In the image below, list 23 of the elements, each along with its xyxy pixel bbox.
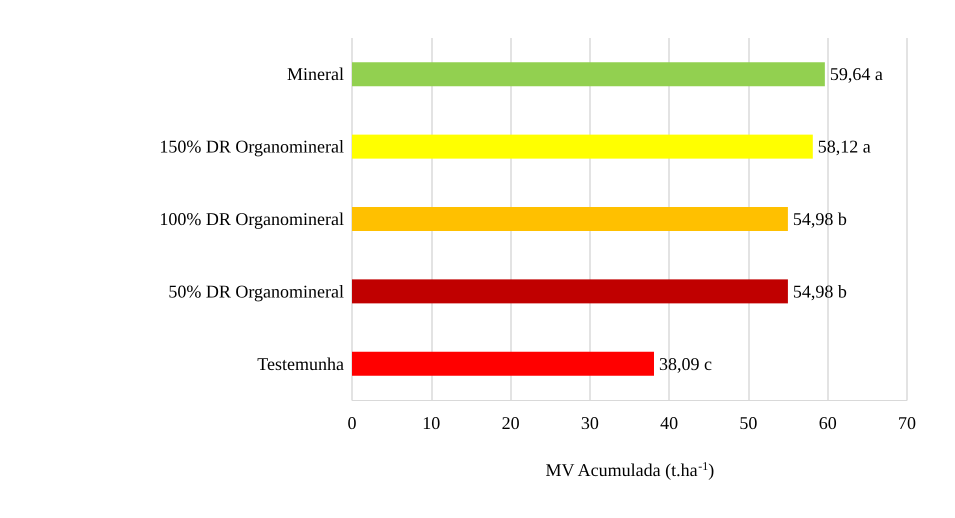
y-tick-label: 100% DR Organomineral <box>159 209 344 229</box>
data-label: 59,64 a <box>830 64 883 84</box>
x-tick-label: 30 <box>580 413 599 433</box>
y-tick-label: 150% DR Organomineral <box>159 136 344 157</box>
x-tick-label: 20 <box>502 413 520 433</box>
x-tick-label: 60 <box>818 413 837 433</box>
x-tick-label: 50 <box>739 413 758 433</box>
x-tick-label: 40 <box>660 413 678 433</box>
bar <box>352 207 788 231</box>
bar <box>352 62 825 86</box>
bar <box>352 279 788 304</box>
y-tick-label: Mineral <box>287 64 344 84</box>
bar <box>352 352 654 376</box>
bar <box>352 134 813 159</box>
data-label: 58,12 a <box>818 136 871 157</box>
data-label: 54,98 b <box>792 209 847 229</box>
x-tick-label: 70 <box>898 413 916 433</box>
y-tick-label: Testemunha <box>257 354 344 374</box>
data-label: 54,98 b <box>792 281 847 302</box>
x-tick-label: 10 <box>422 413 440 433</box>
x-tick-label: 0 <box>348 413 356 433</box>
y-tick-label: 50% DR Organomineral <box>168 281 344 302</box>
data-label: 38,09 c <box>659 354 712 374</box>
